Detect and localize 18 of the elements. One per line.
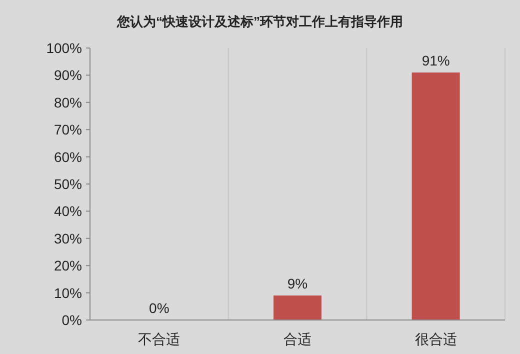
- y-tick-label: 50%: [54, 176, 82, 192]
- x-tick-label: 不合适: [138, 331, 180, 347]
- data-label: 9%: [287, 276, 308, 292]
- x-tick-label: 很合适: [414, 331, 457, 347]
- y-tick-label: 30%: [54, 230, 82, 246]
- y-tick-label: 40%: [54, 203, 82, 220]
- data-label: 91%: [422, 52, 450, 68]
- x-tick-label: 合适: [284, 331, 312, 347]
- y-tick-label: 60%: [54, 148, 82, 165]
- y-tick-label: 80%: [54, 94, 82, 110]
- y-tick-label: 90%: [54, 67, 82, 84]
- y-tick-label: 70%: [54, 122, 82, 138]
- y-tick-label: 10%: [54, 284, 82, 301]
- y-tick-label: 20%: [54, 258, 82, 274]
- y-tick-label: 0%: [62, 312, 82, 328]
- data-label: 0%: [149, 300, 170, 316]
- y-tick-label: 100%: [46, 40, 82, 56]
- chart-title: 您认为“快速设计及述标”环节对工作上有指导作用: [116, 14, 403, 29]
